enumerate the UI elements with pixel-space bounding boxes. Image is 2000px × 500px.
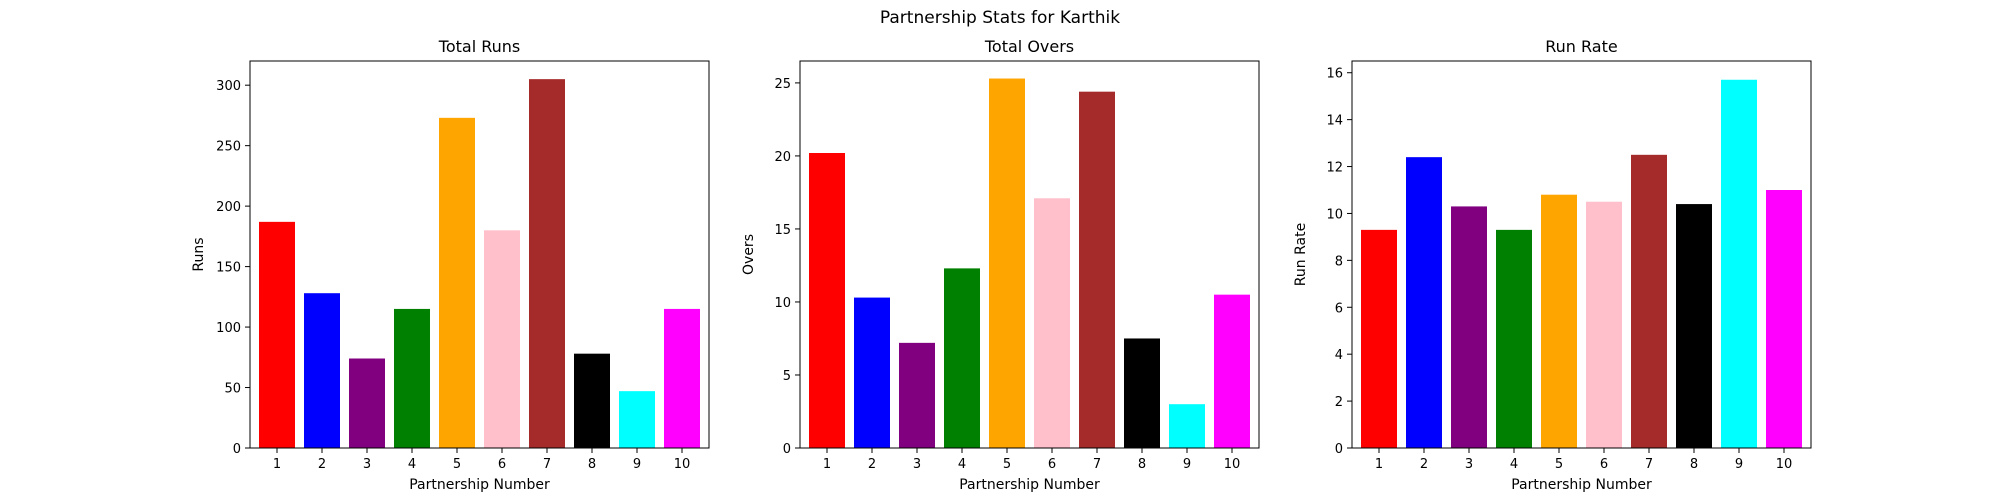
bar-9 (1721, 79, 1757, 448)
bar-6 (1034, 198, 1070, 448)
bar-4 (394, 308, 430, 448)
chart-title: Run Rate (1545, 37, 1617, 56)
bar-5 (439, 117, 475, 448)
bar-7 (1631, 154, 1667, 448)
y-tick-label: 10 (1326, 207, 1343, 222)
x-tick-label: 3 (913, 457, 921, 472)
bar-5 (989, 78, 1025, 448)
y-tick-label: 200 (216, 200, 241, 215)
bar-2 (1406, 157, 1442, 448)
x-tick-label: 5 (453, 457, 461, 472)
x-tick-label: 6 (1600, 457, 1608, 472)
x-tick-label: 1 (1375, 457, 1383, 472)
x-axis-label: Partnership Number (409, 477, 550, 493)
bar-1 (809, 153, 845, 448)
x-tick-label: 4 (958, 457, 966, 472)
x-tick-label: 2 (868, 457, 876, 472)
x-tick-label: 9 (1735, 457, 1743, 472)
bar-1 (259, 221, 295, 448)
x-tick-label: 1 (273, 457, 281, 472)
axes-frame (799, 60, 1260, 449)
bar-8 (574, 353, 610, 448)
bar-7 (1079, 91, 1115, 449)
y-tick-label: 14 (1326, 114, 1343, 129)
x-tick-label: 7 (1093, 457, 1101, 472)
bar-3 (899, 342, 935, 448)
y-tick-label: 16 (1326, 67, 1343, 82)
y-tick-label: 0 (233, 442, 241, 457)
bar-2 (854, 297, 890, 448)
bar-9 (619, 391, 655, 448)
y-tick-label: 6 (1335, 301, 1343, 316)
x-tick-label: 3 (1465, 457, 1473, 472)
x-tick-label: 2 (1420, 457, 1428, 472)
x-tick-label: 9 (1183, 457, 1191, 472)
y-tick-label: 20 (774, 150, 791, 165)
x-tick-label: 4 (408, 457, 416, 472)
x-tick-label: 6 (1048, 457, 1056, 472)
chart-title: Total Runs (438, 37, 520, 56)
x-tick-label: 10 (1224, 457, 1241, 472)
bar-1 (1361, 229, 1397, 448)
chart-2: 1 2 3 4 5 6 7 8 9 10 0 5 10 15 20 25 Total Overs Partners… (741, 37, 1260, 493)
axes-frame (249, 60, 710, 449)
x-tick-label: 10 (1776, 457, 1793, 472)
x-axis-label: Partnership Number (959, 477, 1100, 493)
bar-3 (349, 358, 385, 448)
x-tick-label: 10 (674, 457, 691, 472)
x-tick-label: 2 (318, 457, 326, 472)
y-tick-label: 2 (1335, 395, 1343, 410)
x-tick-label: 9 (633, 457, 641, 472)
bar-7 (529, 79, 565, 448)
bar-2 (304, 293, 340, 448)
x-tick-label: 8 (588, 457, 596, 472)
bar-4 (1496, 229, 1532, 448)
bar-10 (1214, 294, 1250, 448)
bar-10 (1766, 190, 1802, 448)
y-tick-label: 300 (216, 79, 241, 94)
y-tick-label: 100 (216, 321, 241, 336)
y-tick-label: 8 (1335, 254, 1343, 269)
bar-9 (1169, 404, 1205, 448)
x-tick-label: 1 (823, 457, 831, 472)
bar-10 (664, 308, 700, 448)
x-tick-label: 8 (1690, 457, 1698, 472)
y-tick-label: 5 (783, 369, 791, 384)
x-axis-label: Partnership Number (1511, 477, 1652, 493)
y-tick-label: 4 (1335, 348, 1343, 363)
x-tick-label: 5 (1003, 457, 1011, 472)
x-tick-label: 8 (1138, 457, 1146, 472)
figure-title: Partnership Stats for Karthik (879, 8, 1121, 28)
y-tick-label: 250 (216, 140, 241, 155)
chart-title: Total Overs (984, 37, 1074, 56)
y-tick-label: 50 (224, 382, 241, 397)
axes-frame (1351, 60, 1812, 449)
bar-5 (1541, 194, 1577, 448)
y-tick-label: 150 (216, 261, 241, 276)
bar-4 (944, 268, 980, 448)
y-tick-label: 12 (1326, 161, 1343, 176)
x-tick-label: 3 (363, 457, 371, 472)
y-tick-label: 0 (1335, 442, 1343, 457)
bar-3 (1451, 206, 1487, 448)
y-tick-label: 10 (774, 296, 791, 311)
x-tick-label: 4 (1510, 457, 1518, 472)
x-tick-label: 5 (1555, 457, 1563, 472)
bar-8 (1676, 204, 1712, 448)
y-tick-label: 0 (783, 442, 791, 457)
x-tick-label: 7 (1645, 457, 1653, 472)
bar-6 (1586, 201, 1622, 448)
y-axis-label: Run Rate (1293, 223, 1309, 286)
x-tick-label: 6 (498, 457, 506, 472)
y-tick-label: 15 (774, 223, 791, 238)
y-axis-label: Runs (191, 237, 207, 271)
y-tick-label: 25 (774, 77, 791, 92)
y-axis-label: Overs (741, 234, 757, 275)
bar-8 (1124, 338, 1160, 448)
x-tick-label: 7 (543, 457, 551, 472)
bar-6 (484, 230, 520, 448)
